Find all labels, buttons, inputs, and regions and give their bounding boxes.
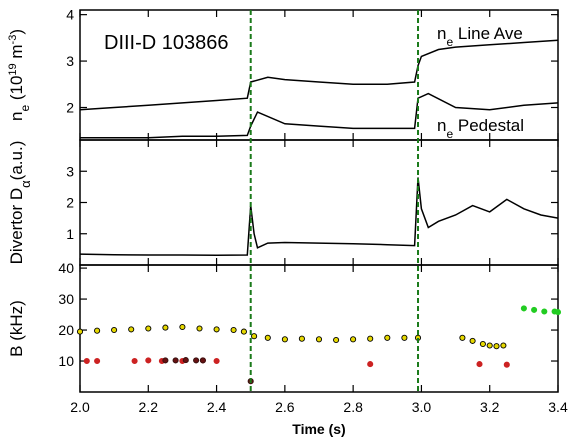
- series-label-line-ave: ne Line Ave: [437, 24, 523, 49]
- series-label-pedestal: ne Pedestal: [437, 116, 524, 141]
- y-tick-label: 3: [66, 163, 74, 179]
- data-point: [172, 357, 179, 364]
- y-axis-label-middle: Divertor Dα(a.u.): [7, 141, 33, 265]
- data-point: [213, 357, 220, 365]
- data-point: [350, 336, 357, 343]
- y-tick-label: 10: [58, 353, 74, 369]
- data-point: [193, 357, 200, 364]
- y-tick-label: 4: [66, 7, 74, 23]
- y-tick-label: 20: [58, 322, 74, 338]
- data-point: [479, 340, 486, 348]
- data-point: [520, 305, 527, 312]
- data-point: [145, 357, 152, 364]
- x-tick-label: 2.2: [139, 399, 159, 415]
- x-tick-label: 2.8: [343, 399, 363, 415]
- data-point: [240, 328, 247, 335]
- x-tick-label: 3.0: [412, 399, 432, 415]
- series-line-middle-0: [79, 177, 559, 257]
- data-point: [179, 323, 186, 331]
- panel-frame-middle: [79, 139, 559, 266]
- data-point: [541, 308, 548, 315]
- data-point: [531, 306, 538, 313]
- y-tick-label: 1: [66, 226, 74, 242]
- y-tick-label: 3: [66, 53, 74, 69]
- y-tick-label: 40: [58, 260, 74, 276]
- data-point: [83, 357, 90, 365]
- data-point: [196, 325, 203, 332]
- data-point: [128, 326, 135, 333]
- data-point: [94, 357, 101, 365]
- data-point: [333, 336, 340, 344]
- data-point: [199, 357, 206, 364]
- data-point: [111, 326, 118, 334]
- data-point: [493, 343, 500, 350]
- data-point: [94, 327, 101, 334]
- data-point: [469, 337, 476, 344]
- data-point: [459, 334, 466, 341]
- data-point: [384, 334, 391, 341]
- panel-frames: [79, 9, 559, 393]
- data-point: [251, 333, 258, 340]
- y-axis-label-bottom: B (kHz): [7, 300, 26, 357]
- x-axis-label: Time (s): [292, 421, 345, 437]
- series-line-top-0: [79, 39, 559, 111]
- x-tick-label: 3.2: [480, 399, 500, 415]
- data-point: [367, 361, 374, 368]
- data-point: [76, 328, 84, 335]
- panel-frame-bottom: [79, 264, 559, 393]
- chart-title: DIII-D 103866: [104, 32, 229, 54]
- data-point: [281, 336, 288, 343]
- data-layer: [76, 39, 562, 385]
- data-point: [554, 309, 562, 316]
- y-tick-label: 30: [58, 291, 74, 307]
- x-tick-label: 3.4: [548, 399, 568, 415]
- data-point: [213, 326, 220, 333]
- data-point: [264, 334, 271, 341]
- data-point: [230, 326, 237, 334]
- data-point: [401, 334, 408, 341]
- y-tick-label: 2: [66, 100, 74, 116]
- data-point: [476, 361, 483, 368]
- data-point: [182, 357, 189, 364]
- data-point: [298, 335, 305, 342]
- text-layer: 2 3 4 ne (1019 m-3) 1 2 3 Divertor Dα(a.u.) 10 20…: [7, 7, 568, 437]
- x-tick-label: 2.6: [275, 399, 295, 415]
- x-tick-label: 2.4: [207, 399, 227, 415]
- data-point: [486, 342, 493, 349]
- data-point: [145, 325, 152, 332]
- event-markers: [249, 10, 420, 392]
- data-point: [162, 357, 169, 364]
- x-tick-label: 2.0: [70, 399, 90, 415]
- data-point: [367, 335, 374, 342]
- y-tick-label: 2: [66, 195, 74, 211]
- data-point: [315, 336, 323, 343]
- data-point: [503, 361, 510, 368]
- data-point: [131, 357, 138, 365]
- y-axis-label-top: ne (1019 m-3): [7, 29, 32, 121]
- data-point: [500, 342, 507, 349]
- series-line-top-1: [80, 92, 559, 139]
- data-point: [162, 324, 169, 331]
